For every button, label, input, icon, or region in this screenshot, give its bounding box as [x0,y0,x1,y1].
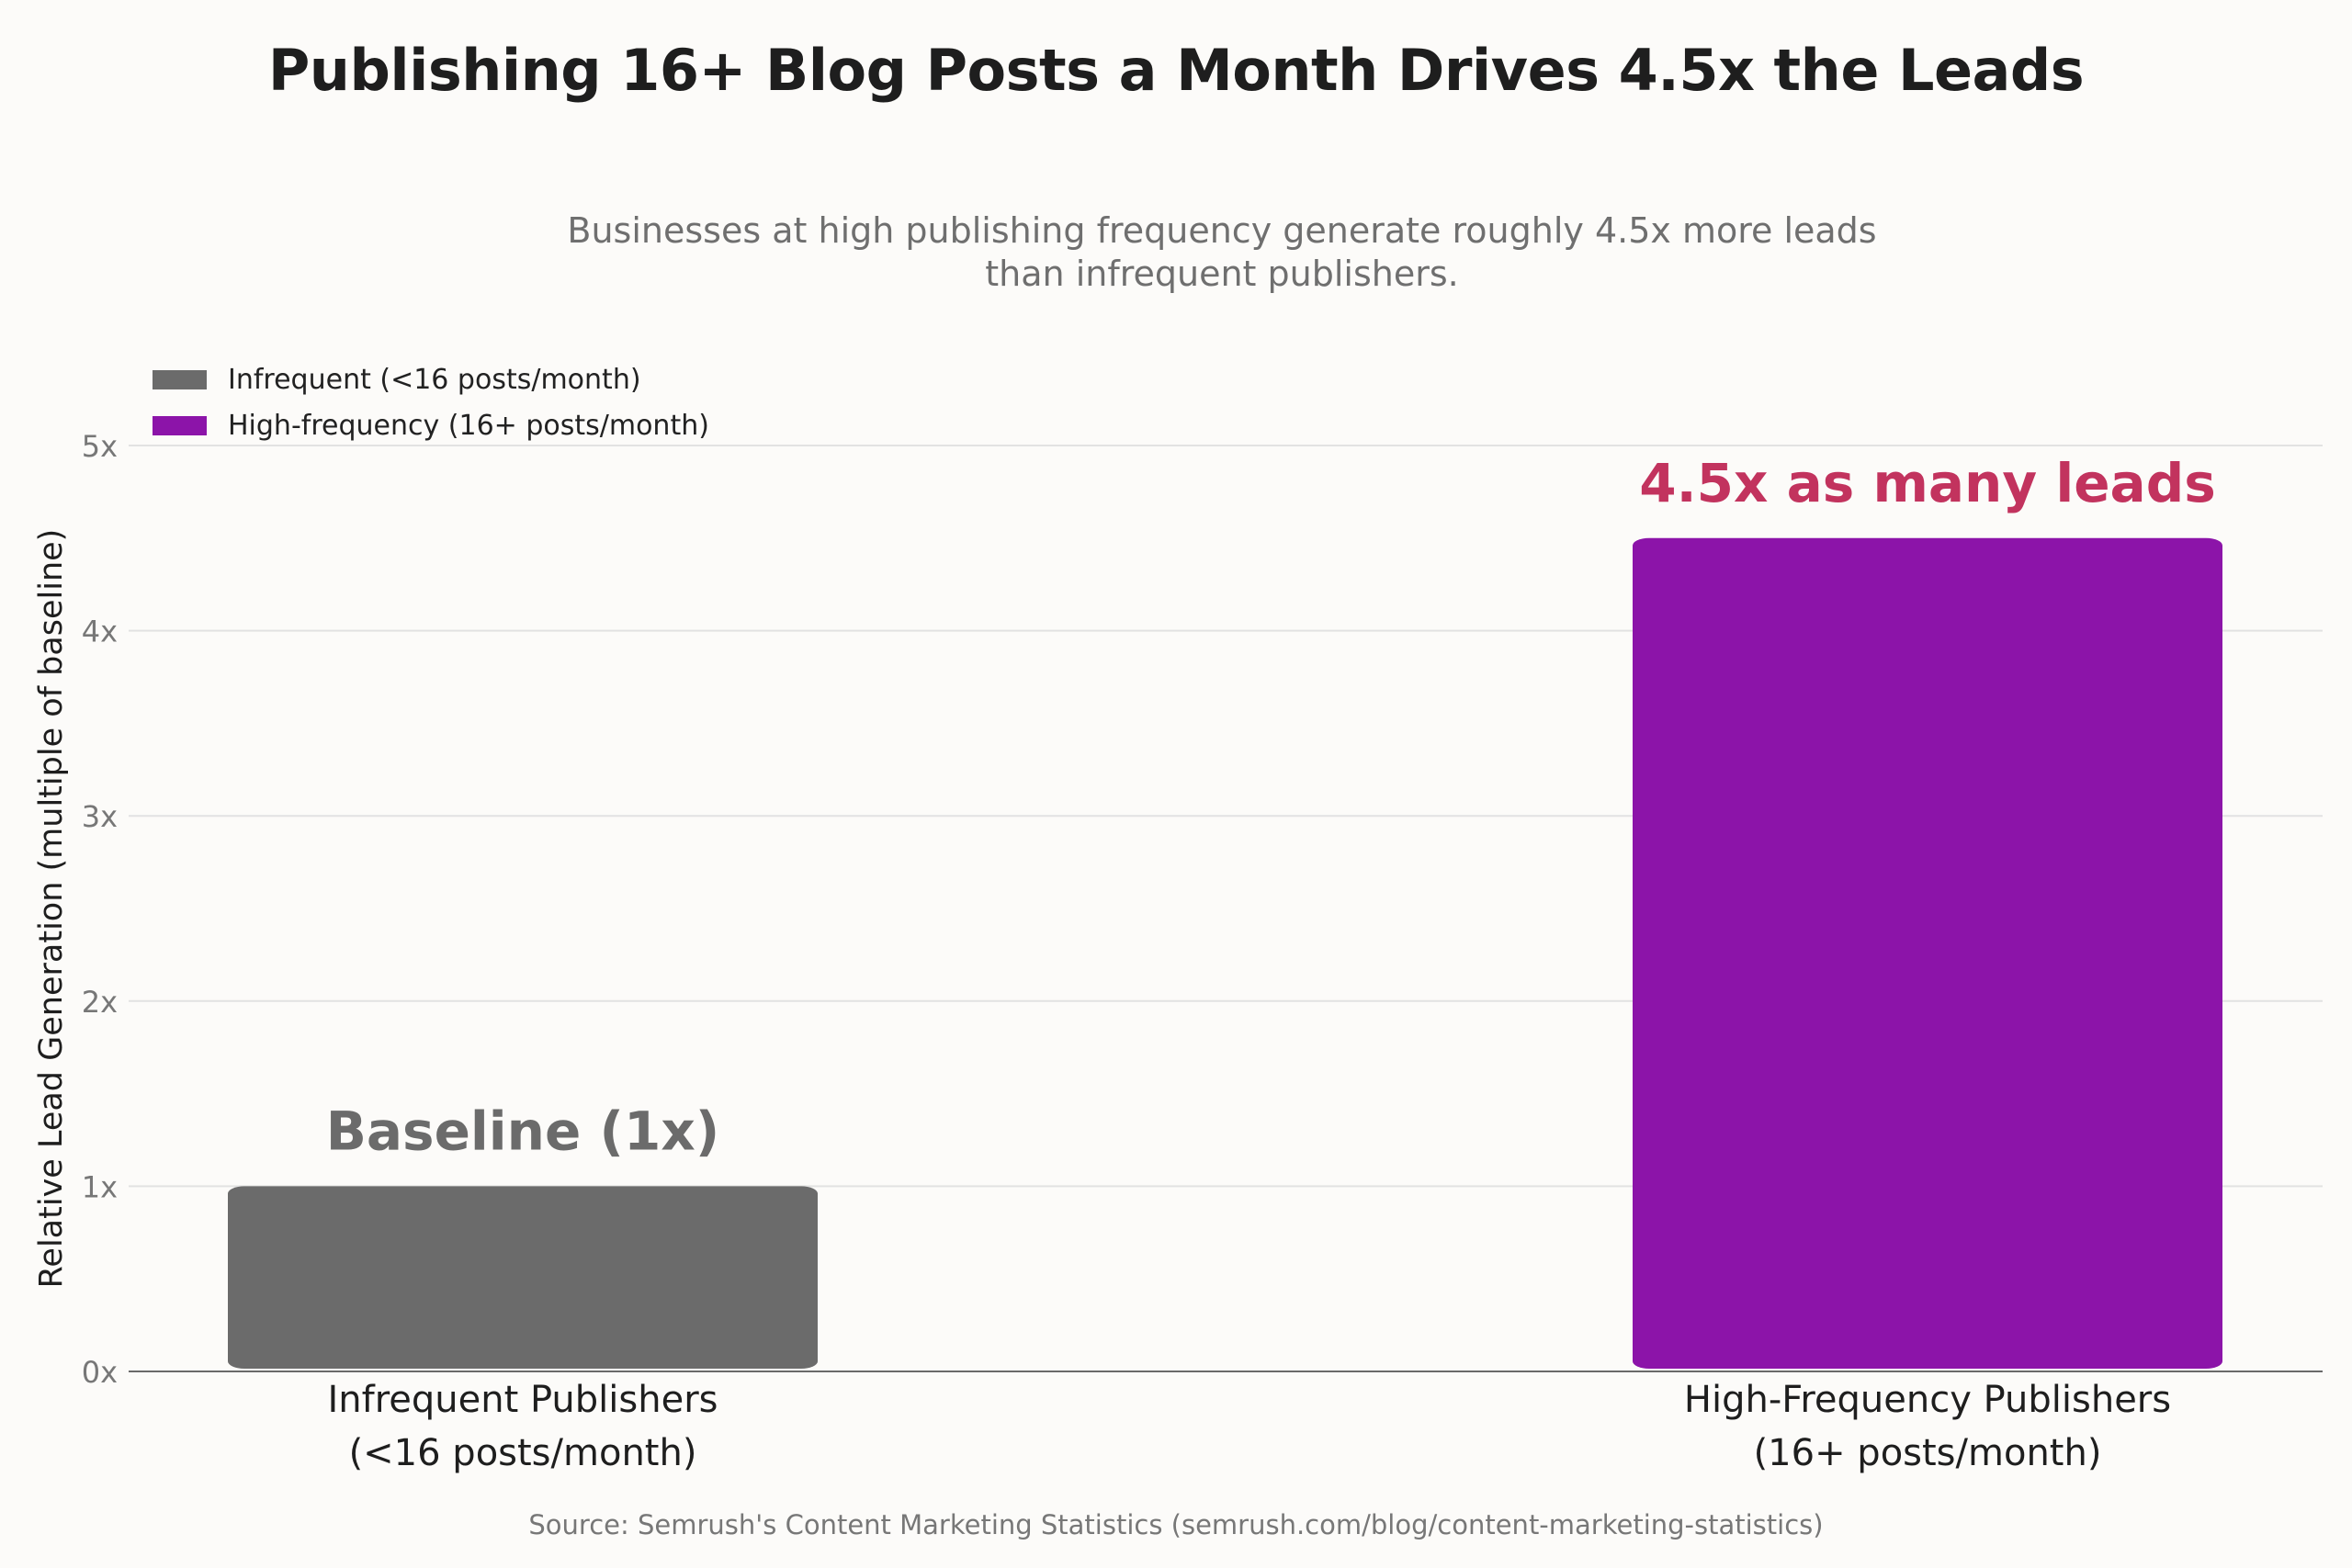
legend-item-infrequent: Infrequent (<16 posts/month) [153,356,709,402]
x-tick-label-0-line-1: Infrequent Publishers [328,1379,718,1421]
y-tick-label-1: 1x [82,1169,118,1204]
y-tick-label-0: 0x [82,1355,118,1390]
bar-annotation-1: 4.5x as many leads [1639,452,2215,514]
chart-title: Publishing 16+ Blog Posts a Month Drives… [267,37,2085,104]
y-tick-label-5: 5x [82,429,118,464]
y-tick-label-4: 4x [82,615,118,649]
bar-annotation-0: Baseline (1x) [326,1100,720,1162]
chart-subtitle-line-1: Businesses at high publishing frequency … [567,210,1877,251]
chart-subtitle: Businesses at high publishing frequency … [496,209,1948,296]
chart-source: Source: Semrush's Content Marketing Stat… [528,1509,1824,1540]
legend-swatch-high-frequency [153,415,207,435]
x-tick-label-0-line-2: (<16 posts/month) [349,1432,697,1474]
chart-legend: Infrequent (<16 posts/month) High-freque… [153,356,709,448]
y-tick-label-3: 3x [82,799,118,834]
x-tick-label-1-line-2: (16+ posts/month) [1754,1432,2102,1474]
bar-high-frequency [1633,537,2222,1369]
legend-label-infrequent: Infrequent (<16 posts/month) [228,363,641,396]
y-tick-label-2: 2x [82,985,118,1020]
bar-infrequent [228,1186,818,1369]
legend-item-high-frequency: High-frequency (16+ posts/month) [153,402,709,448]
x-tick-label-1-line-1: High-Frequency Publishers [1684,1379,2171,1421]
y-axis-label: Relative Lead Generation (multiple of ba… [33,529,70,1289]
legend-swatch-infrequent [153,369,207,389]
legend-label-high-frequency: High-frequency (16+ posts/month) [228,409,709,442]
chart-subtitle-line-2: than infrequent publishers. [985,254,1459,294]
